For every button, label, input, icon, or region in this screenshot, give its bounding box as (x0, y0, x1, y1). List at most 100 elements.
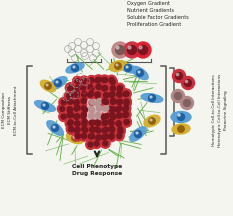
Circle shape (83, 127, 88, 132)
Circle shape (116, 46, 124, 54)
Circle shape (185, 80, 188, 83)
Circle shape (79, 132, 89, 141)
Circle shape (102, 128, 107, 133)
Circle shape (124, 42, 140, 58)
Circle shape (110, 99, 116, 104)
Circle shape (114, 111, 124, 121)
Circle shape (82, 92, 86, 97)
Circle shape (108, 77, 117, 87)
Ellipse shape (132, 67, 148, 79)
Circle shape (79, 96, 89, 105)
Circle shape (93, 75, 102, 85)
Circle shape (43, 104, 45, 106)
Circle shape (74, 92, 79, 97)
Circle shape (96, 77, 101, 82)
Circle shape (101, 90, 111, 100)
Circle shape (64, 91, 74, 101)
Circle shape (80, 117, 89, 126)
Circle shape (88, 124, 97, 134)
Circle shape (111, 114, 116, 119)
Circle shape (65, 97, 75, 106)
Circle shape (94, 127, 99, 132)
Circle shape (108, 90, 117, 99)
Circle shape (79, 124, 89, 134)
Circle shape (124, 99, 129, 104)
Circle shape (101, 91, 111, 100)
Circle shape (60, 106, 65, 111)
Circle shape (103, 86, 107, 91)
Circle shape (69, 127, 74, 132)
Circle shape (109, 92, 114, 97)
Circle shape (81, 99, 86, 104)
Circle shape (128, 46, 131, 49)
Circle shape (117, 92, 122, 97)
Circle shape (150, 96, 152, 98)
Circle shape (93, 90, 103, 99)
Circle shape (93, 110, 103, 120)
Circle shape (79, 83, 88, 92)
Circle shape (87, 84, 96, 93)
Circle shape (88, 142, 93, 147)
Circle shape (115, 63, 121, 69)
Ellipse shape (130, 127, 146, 141)
Circle shape (101, 97, 111, 107)
Circle shape (178, 126, 184, 132)
Circle shape (87, 132, 97, 141)
Circle shape (90, 127, 95, 132)
Circle shape (93, 98, 102, 108)
Circle shape (81, 112, 86, 117)
Circle shape (121, 110, 131, 119)
Circle shape (134, 130, 141, 138)
Circle shape (117, 133, 122, 138)
Circle shape (90, 127, 95, 132)
Circle shape (79, 111, 88, 121)
Circle shape (87, 118, 96, 127)
Circle shape (115, 111, 125, 120)
Circle shape (90, 100, 95, 105)
Circle shape (99, 132, 109, 142)
Circle shape (115, 103, 124, 113)
Circle shape (82, 91, 87, 96)
Circle shape (80, 84, 85, 89)
Circle shape (95, 78, 100, 83)
Circle shape (110, 112, 115, 117)
Circle shape (176, 73, 179, 76)
Circle shape (181, 97, 193, 110)
Circle shape (116, 121, 121, 126)
Circle shape (96, 112, 100, 118)
Circle shape (66, 124, 76, 134)
Circle shape (59, 112, 69, 121)
Circle shape (116, 97, 125, 106)
Circle shape (116, 124, 125, 134)
Circle shape (100, 104, 109, 113)
Circle shape (109, 106, 114, 111)
Ellipse shape (109, 61, 127, 71)
Circle shape (87, 84, 92, 89)
Circle shape (61, 100, 66, 105)
Circle shape (185, 79, 192, 86)
Circle shape (81, 85, 86, 90)
Circle shape (81, 79, 86, 84)
Circle shape (61, 114, 66, 119)
Circle shape (124, 65, 131, 71)
Circle shape (118, 129, 123, 134)
Circle shape (97, 98, 102, 103)
Circle shape (94, 141, 99, 146)
Circle shape (104, 114, 109, 119)
Circle shape (88, 92, 93, 97)
Circle shape (96, 135, 101, 140)
Circle shape (116, 113, 121, 118)
Circle shape (95, 93, 100, 98)
Circle shape (87, 125, 97, 135)
Circle shape (94, 75, 103, 84)
Circle shape (89, 120, 94, 125)
Text: Oxygen Gradient
Nutrient Gradients
Soluble Factor Gradients
Proliferation Gradie: Oxygen Gradient Nutrient Gradients Solub… (127, 1, 189, 27)
Circle shape (89, 91, 94, 96)
Circle shape (100, 118, 110, 127)
Circle shape (66, 91, 75, 100)
Circle shape (85, 90, 95, 100)
Circle shape (81, 106, 86, 111)
Text: Homotypic Cell-to-Cell Interactions
Heterotypic Cell-to-Cell Interactions
Paracr: Homotypic Cell-to-Cell Interactions Hete… (212, 73, 228, 147)
Circle shape (103, 141, 108, 146)
Circle shape (108, 84, 118, 93)
